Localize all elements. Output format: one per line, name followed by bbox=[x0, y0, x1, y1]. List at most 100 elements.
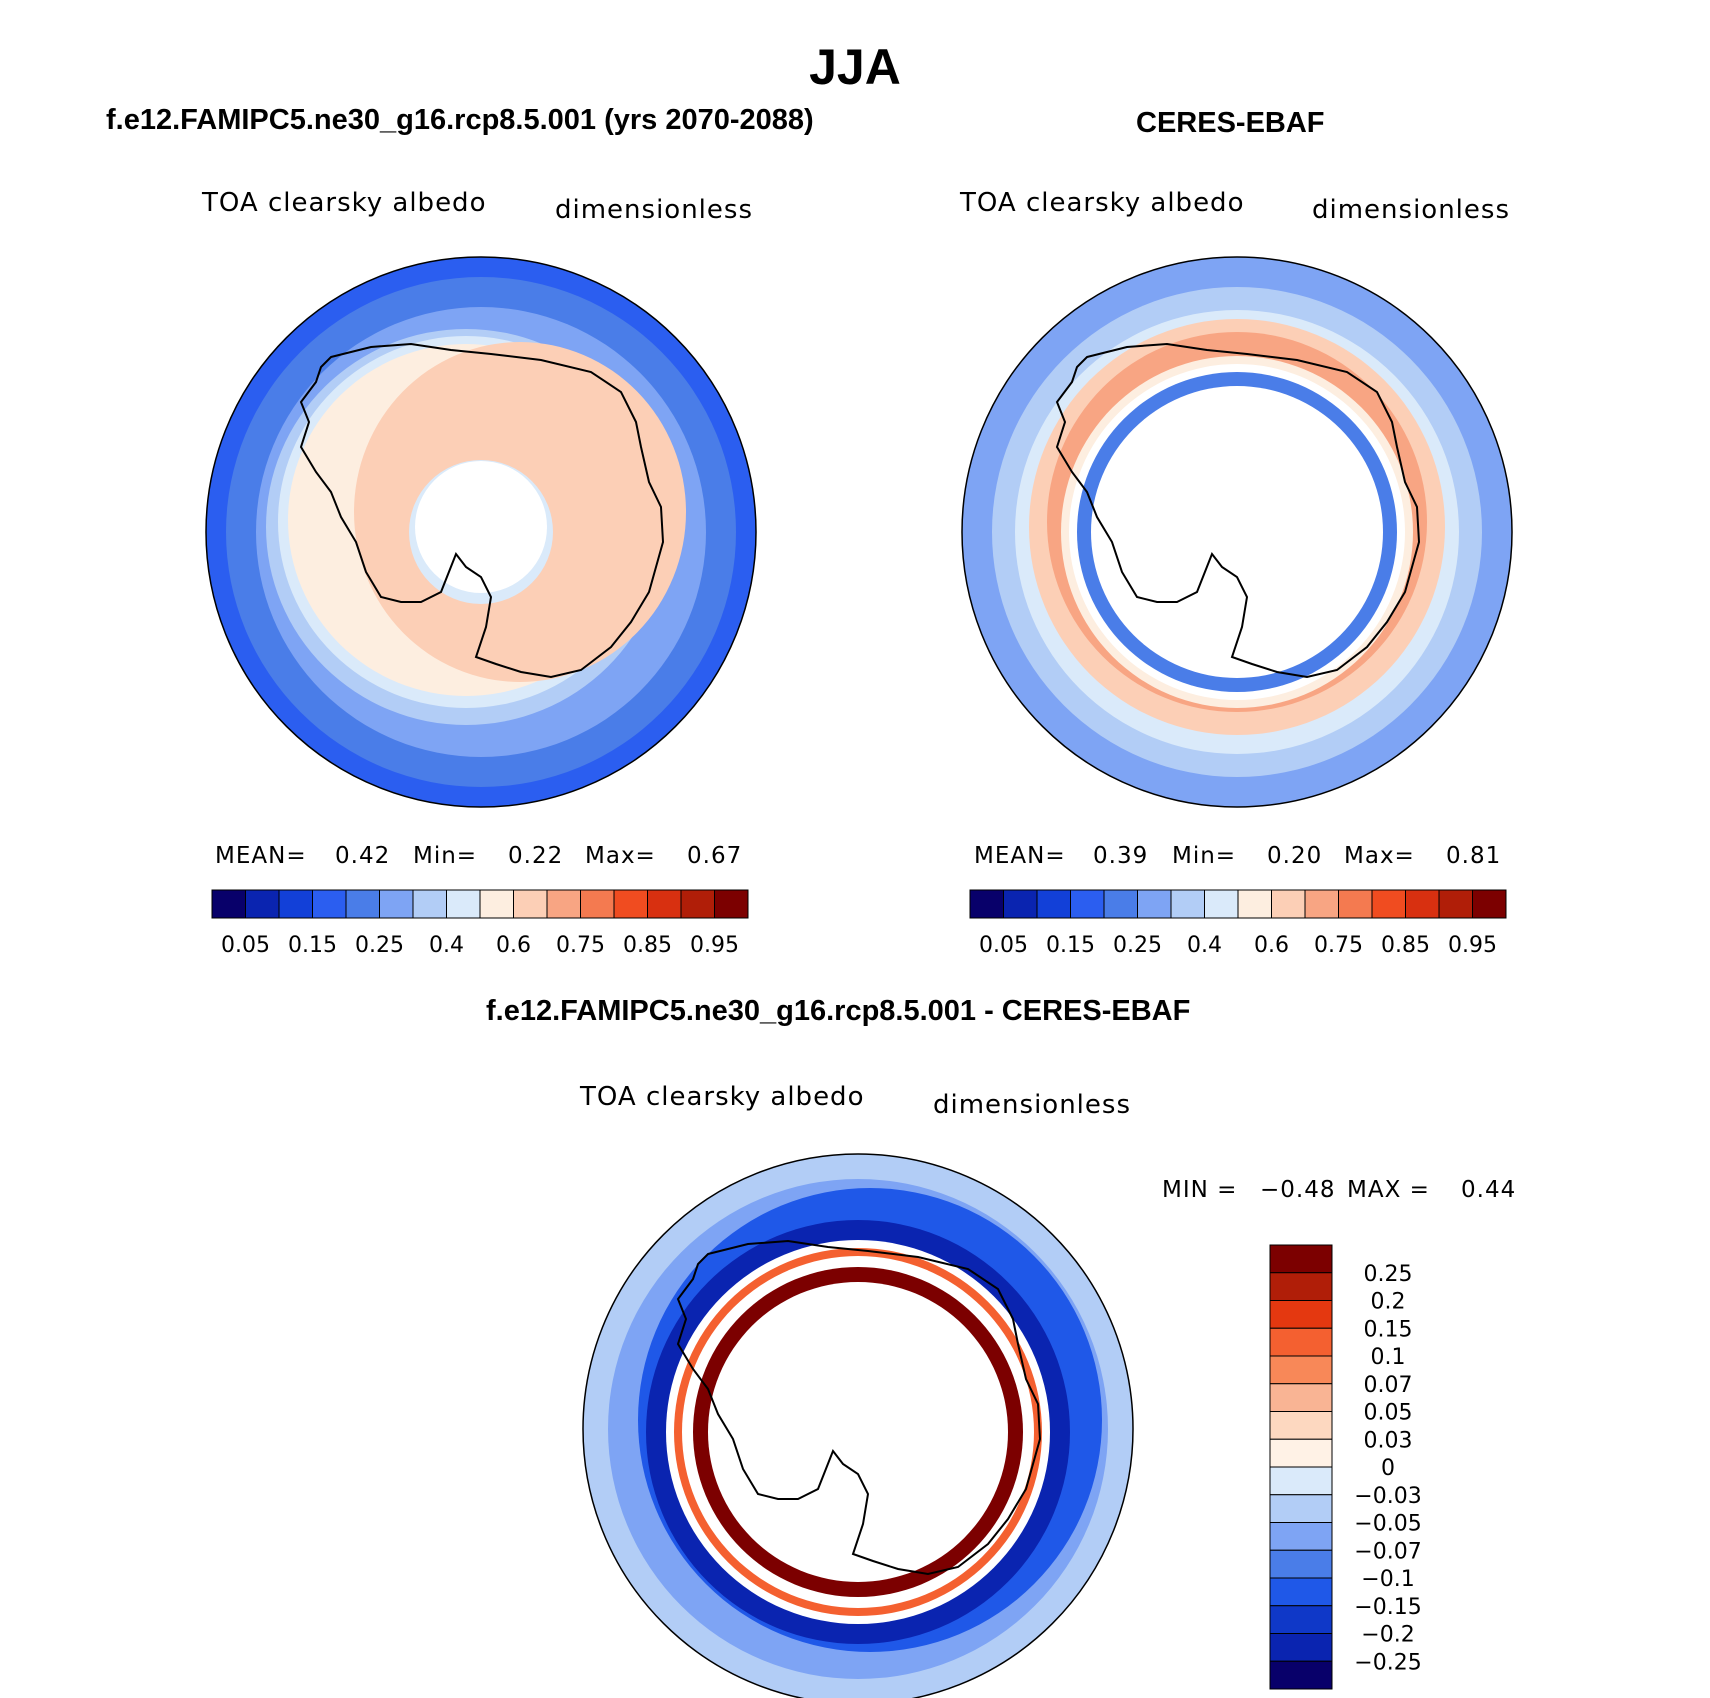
colorbar-obs-swatch bbox=[1271, 889, 1306, 919]
panel-1-min-label: Min= bbox=[413, 843, 478, 869]
panel-3-max-value: 0.44 bbox=[1461, 1177, 1517, 1203]
panel-1-max-label: Max= bbox=[585, 843, 656, 869]
colorbar-model-swatch bbox=[278, 889, 313, 919]
panel-2-title: CERES-EBAF bbox=[1136, 107, 1325, 139]
colorbar-model-swatch bbox=[546, 889, 581, 919]
colorbar-obs-swatch bbox=[1405, 889, 1440, 919]
colorbar-model-swatch bbox=[412, 889, 447, 919]
panel-2-units: dimensionless bbox=[1312, 195, 1510, 225]
colorbar-diff-tick-label: 0.15 bbox=[1364, 1317, 1413, 1342]
panel-3-min-label: MIN = bbox=[1162, 1177, 1238, 1203]
colorbar-model-tick-label: 0.95 bbox=[690, 933, 739, 958]
colorbar-diff-swatch bbox=[1269, 1244, 1333, 1274]
panel-3-variable: TOA clearsky albedo bbox=[580, 1082, 865, 1112]
colorbar-model-swatch bbox=[446, 889, 481, 919]
colorbar-model-swatch bbox=[580, 889, 615, 919]
colorbar-diff-tick-label: 0.1 bbox=[1371, 1345, 1406, 1370]
colorbar-model-swatch bbox=[245, 889, 280, 919]
colorbar-model-tick-label: 0.6 bbox=[496, 933, 531, 958]
panel-1-variable: TOA clearsky albedo bbox=[202, 188, 487, 218]
colorbar-obs-tick-label: 0.75 bbox=[1314, 933, 1363, 958]
panel-2-mean-label: MEAN= bbox=[974, 843, 1066, 869]
colorbar-model-swatch bbox=[345, 889, 380, 919]
colorbar-diff-tick-label: 0.05 bbox=[1364, 1401, 1413, 1426]
colorbar-obs-tick-label: 0.15 bbox=[1046, 933, 1095, 958]
panel-2-max-value: 0.81 bbox=[1446, 843, 1502, 869]
colorbar-obs-swatch bbox=[1204, 889, 1239, 919]
colorbar-diff-tick-label: −0.2 bbox=[1361, 1623, 1414, 1648]
map-obs-border bbox=[961, 256, 1513, 808]
colorbar-diff-swatch bbox=[1269, 1272, 1333, 1301]
colorbar-diff-swatch bbox=[1269, 1355, 1333, 1385]
colorbar-obs-tick-label: 0.25 bbox=[1113, 933, 1162, 958]
colorbar-obs-swatch bbox=[1371, 889, 1406, 919]
colorbar-diff-tick-label: −0.1 bbox=[1361, 1567, 1414, 1592]
colorbar-diff-swatch bbox=[1269, 1327, 1333, 1357]
colorbar-diff-swatch bbox=[1269, 1577, 1333, 1607]
panel-1-max-value: 0.67 bbox=[687, 843, 743, 869]
colorbar-obs-swatch bbox=[1472, 889, 1507, 919]
map-diff bbox=[583, 1154, 1133, 1698]
colorbar-diff-tick-label: 0.03 bbox=[1364, 1428, 1413, 1453]
colorbar-model-swatch bbox=[312, 889, 347, 919]
colorbar-obs-swatch bbox=[1137, 889, 1172, 919]
panel-3-title: f.e12.FAMIPC5.ne30_g16.rcp8.5.001 - CERE… bbox=[486, 995, 1191, 1027]
map-model bbox=[206, 257, 756, 807]
colorbar-diff-tick-label: −0.05 bbox=[1354, 1512, 1421, 1537]
colorbar-obs-swatch bbox=[1338, 889, 1373, 919]
panel-2-variable: TOA clearsky albedo bbox=[960, 188, 1245, 218]
colorbar-diff-swatch bbox=[1269, 1466, 1333, 1496]
panel-3-units: dimensionless bbox=[933, 1090, 1131, 1120]
colorbar-model-tick-label: 0.75 bbox=[556, 933, 605, 958]
colorbar-model-swatch bbox=[680, 889, 715, 919]
colorbar-diff-swatch bbox=[1269, 1633, 1333, 1662]
panel-2-min-label: Min= bbox=[1172, 843, 1237, 869]
colorbar-model-swatch bbox=[647, 889, 682, 919]
colorbar-obs-swatch bbox=[1170, 889, 1205, 919]
colorbar-diff-tick-label: 0 bbox=[1381, 1456, 1395, 1481]
colorbar-model-tick-label: 0.85 bbox=[623, 933, 672, 958]
colorbar-model-swatch bbox=[613, 889, 648, 919]
colorbar-model: 0.05 0.15 0.25 0.4 0.6 0.75 0.85 0.95 bbox=[211, 889, 749, 958]
colorbar-obs-swatch bbox=[969, 889, 1004, 919]
colorbar-diff: 0.250.20.150.10.070.050.030−0.03−0.05−0.… bbox=[1269, 1244, 1422, 1690]
colorbar-obs-swatch bbox=[1438, 889, 1473, 919]
colorbar-diff-swatch bbox=[1269, 1411, 1333, 1440]
panel-1-units: dimensionless bbox=[555, 195, 753, 225]
colorbar-model-tick-label: 0.05 bbox=[221, 933, 270, 958]
colorbar-diff-swatch bbox=[1269, 1383, 1333, 1412]
colorbar-obs-swatch bbox=[1103, 889, 1138, 919]
panel-3-max-label: MAX = bbox=[1347, 1177, 1430, 1203]
colorbar-model-swatch bbox=[211, 889, 246, 919]
panel-1-mean-value: 0.42 bbox=[335, 843, 391, 869]
colorbar-obs-tick-label: 0.85 bbox=[1381, 933, 1430, 958]
colorbar-diff-tick-label: −0.25 bbox=[1354, 1650, 1421, 1675]
colorbar-diff-swatch bbox=[1269, 1522, 1333, 1551]
colorbar-diff-tick-label: −0.07 bbox=[1354, 1539, 1421, 1564]
colorbar-model-swatch bbox=[513, 889, 548, 919]
colorbar-diff-swatch bbox=[1269, 1605, 1333, 1634]
colorbar-obs-tick-label: 0.05 bbox=[979, 933, 1028, 958]
colorbar-obs-swatch bbox=[1237, 889, 1272, 919]
colorbar-diff-tick-label: 0.07 bbox=[1364, 1373, 1413, 1398]
colorbar-diff-tick-label: 0.25 bbox=[1364, 1262, 1413, 1287]
colorbar-obs-tick-label: 0.6 bbox=[1254, 933, 1289, 958]
colorbar-obs-tick-label: 0.95 bbox=[1448, 933, 1497, 958]
colorbar-model-swatch bbox=[379, 889, 414, 919]
colorbar-obs-tick-label: 0.4 bbox=[1187, 933, 1222, 958]
colorbar-diff-tick-label: −0.15 bbox=[1354, 1595, 1421, 1620]
colorbar-model-tick-label: 0.4 bbox=[429, 933, 464, 958]
panel-2-max-label: Max= bbox=[1344, 843, 1415, 869]
map-obs bbox=[962, 257, 1512, 807]
panel-2-min-value: 0.20 bbox=[1267, 843, 1323, 869]
panel-1-title: f.e12.FAMIPC5.ne30_g16.rcp8.5.001 (yrs 2… bbox=[106, 104, 814, 136]
colorbar-diff-swatch bbox=[1269, 1660, 1333, 1690]
figure-title: JJA bbox=[809, 39, 901, 95]
colorbar-diff-swatch bbox=[1269, 1494, 1333, 1523]
panel-1-min-value: 0.22 bbox=[508, 843, 564, 869]
colorbar-obs-swatch bbox=[1003, 889, 1038, 919]
panel-1-mean-label: MEAN= bbox=[215, 843, 307, 869]
colorbar-obs: 0.05 0.15 0.25 0.4 0.6 0.75 0.85 0.95 bbox=[969, 889, 1507, 958]
colorbar-model-tick-label: 0.25 bbox=[355, 933, 404, 958]
colorbar-model-swatch bbox=[714, 889, 749, 919]
